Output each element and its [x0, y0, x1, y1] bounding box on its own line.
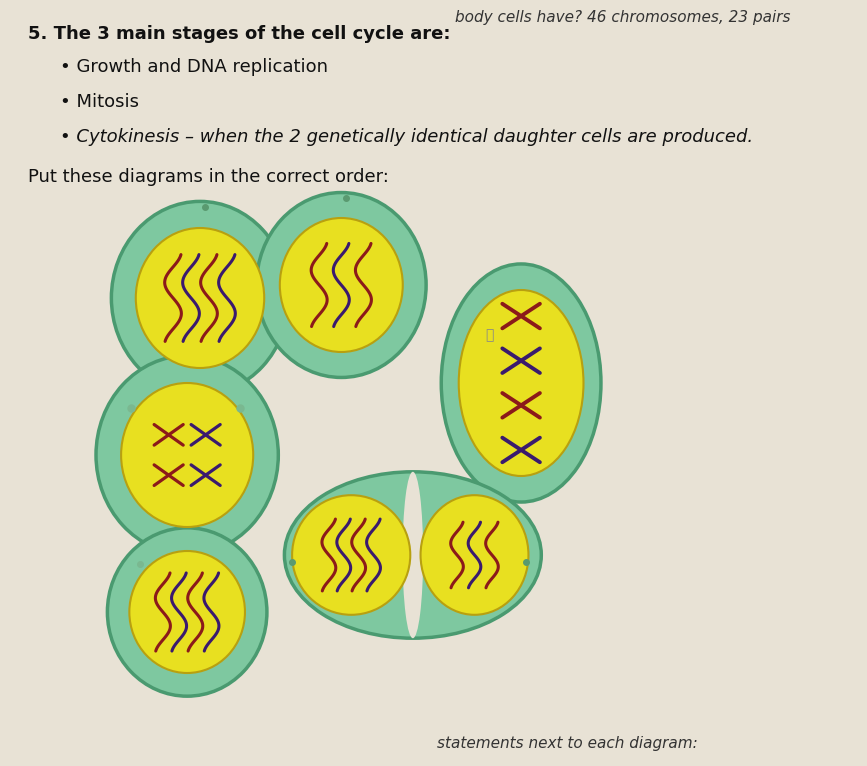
- Ellipse shape: [292, 495, 410, 615]
- Ellipse shape: [121, 383, 253, 527]
- Text: statements next to each diagram:: statements next to each diagram:: [438, 736, 698, 751]
- Text: body cells have? 46 chromosomes, 23 pairs: body cells have? 46 chromosomes, 23 pair…: [455, 10, 791, 25]
- Ellipse shape: [129, 551, 245, 673]
- Ellipse shape: [257, 192, 426, 378]
- Ellipse shape: [420, 495, 529, 615]
- Ellipse shape: [402, 472, 423, 638]
- Ellipse shape: [280, 218, 403, 352]
- Text: Put these diagrams in the correct order:: Put these diagrams in the correct order:: [28, 168, 388, 186]
- Ellipse shape: [136, 228, 264, 368]
- Ellipse shape: [459, 290, 583, 476]
- Text: • Mitosis: • Mitosis: [60, 93, 139, 111]
- Text: • Growth and DNA replication: • Growth and DNA replication: [60, 58, 328, 76]
- Text: ⌖: ⌖: [485, 328, 493, 342]
- Ellipse shape: [111, 201, 289, 394]
- Ellipse shape: [284, 472, 541, 638]
- Ellipse shape: [96, 355, 278, 555]
- Text: • Cytokinesis – when the 2 genetically identical daughter cells are produced.: • Cytokinesis – when the 2 genetically i…: [60, 128, 753, 146]
- Text: 5. The 3 main stages of the cell cycle are:: 5. The 3 main stages of the cell cycle a…: [28, 25, 450, 43]
- Ellipse shape: [108, 528, 267, 696]
- Ellipse shape: [441, 264, 601, 502]
